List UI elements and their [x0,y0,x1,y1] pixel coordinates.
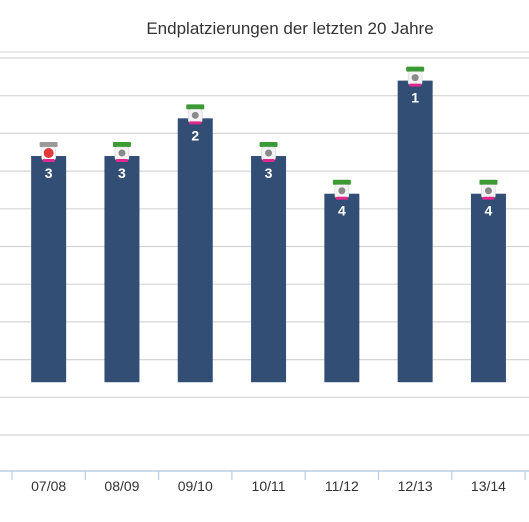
data-label: 3 [265,165,273,181]
x-tick-label: 10/11 [252,478,286,494]
data-label: 3 [118,165,126,181]
bar[interactable] [251,156,287,383]
x-tick-label: 07/08 [31,478,66,494]
bar[interactable] [470,193,506,383]
data-label: 1 [411,90,419,106]
data-label: 3 [45,165,53,181]
club-crest-icon [186,104,205,125]
club-crest-icon [406,66,425,87]
bar[interactable] [324,193,360,383]
bar[interactable] [397,80,433,383]
x-tick-label: 12/13 [398,478,433,494]
data-label: 4 [338,203,346,219]
club-crest-icon [112,142,131,163]
data-label: 2 [191,127,199,143]
club-crest-icon [479,179,498,200]
club-crest-icon [259,142,278,163]
x-axis: 07/08 08/09 09/10 10/11 11/12 12/13 13/14 [0,470,529,494]
x-tick-label: 11/12 [325,478,359,494]
club-crest-icon [332,179,351,200]
x-tick-label: 09/10 [178,478,213,494]
bars [31,80,506,383]
chart-title: Endplatzierungen der letzten 20 Jahre [146,19,433,38]
bar[interactable] [177,118,213,383]
data-labels: 3 3 2 3 4 1 4 [45,90,493,219]
x-tick-label: 08/09 [104,478,139,494]
bar[interactable] [104,156,140,383]
badge-markers [39,66,498,200]
bar[interactable] [31,156,67,383]
gray-crest-icon [39,142,58,163]
data-label: 4 [485,203,493,219]
x-tick-label: 13/14 [471,478,506,494]
